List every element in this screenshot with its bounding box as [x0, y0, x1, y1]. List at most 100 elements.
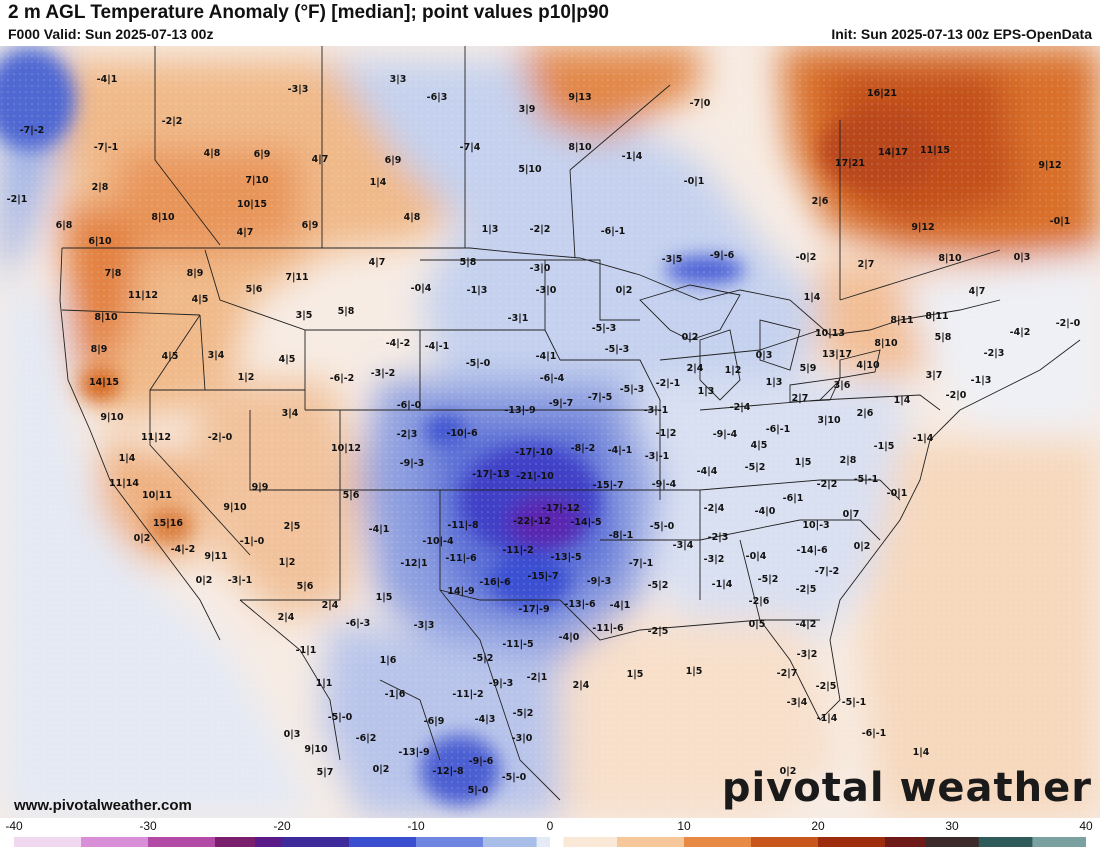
point-value-label: -17|-10 — [515, 447, 553, 458]
point-value-label: 9|12 — [911, 222, 934, 233]
point-value-label: 1|1 — [316, 678, 333, 689]
point-value-label: -9|-4 — [652, 479, 677, 490]
colorbar-swatch — [255, 837, 270, 847]
point-value-label: -4|1 — [610, 600, 631, 611]
point-value-label: -3|2 — [704, 554, 725, 565]
colorbar-tick-label: 20 — [811, 819, 825, 833]
point-value-label: -4|2 — [796, 619, 817, 630]
colorbar-tick-label: 30 — [945, 819, 959, 833]
point-value-label: -2|4 — [704, 503, 725, 514]
point-value-label: 0|7 — [843, 509, 860, 520]
point-value-label: -2|7 — [777, 668, 798, 679]
colorbar-swatch — [831, 837, 846, 847]
point-value-label: 5|9 — [800, 363, 817, 374]
point-value-label: -5|-0 — [650, 521, 675, 532]
point-value-label: -7|-1 — [94, 142, 119, 153]
point-value-label: -9|-3 — [489, 678, 514, 689]
point-value-label: -5|-1 — [854, 474, 879, 485]
colorbar-swatch — [603, 837, 618, 847]
point-value-label: -3|0 — [536, 285, 557, 296]
point-value-label: -5|2 — [758, 574, 779, 585]
point-value-label: -6|-3 — [346, 618, 371, 629]
point-value-label: 10|-3 — [802, 520, 829, 531]
point-value-label: -5|-3 — [605, 344, 630, 355]
point-value-label: 8|11 — [925, 311, 948, 322]
colorbar-swatch — [81, 837, 95, 847]
point-value-label: 4|5 — [279, 354, 296, 365]
colorbar-swatch — [911, 837, 926, 847]
point-value-label: -9|-3 — [400, 458, 425, 469]
colorbar-swatch — [657, 837, 672, 847]
point-value-label: -5|2 — [648, 580, 669, 591]
point-value-label: 0|2 — [134, 533, 151, 544]
colorbar-swatch — [322, 837, 337, 847]
point-value-label: -9|-6 — [710, 250, 735, 261]
colorbar-swatch — [121, 837, 136, 847]
point-value-label: 4|7 — [369, 257, 386, 268]
point-value-label: -11|-6 — [592, 623, 624, 634]
colorbar-swatch — [1045, 837, 1060, 847]
point-value-label: -17|-13 — [472, 469, 510, 480]
colorbar-swatch — [161, 837, 176, 847]
colorbar-swatch — [469, 837, 484, 847]
point-value-label: -4|-1 — [425, 341, 450, 352]
point-value-label: -2|3 — [397, 429, 418, 440]
point-value-label: -13|-9 — [504, 405, 535, 416]
point-value-label: 3|5 — [296, 310, 313, 321]
colorbar-tick-label: 0 — [546, 819, 554, 833]
point-value-label: -2|-1 — [656, 378, 681, 389]
colorbar-swatch — [684, 837, 698, 847]
colorbar-swatch — [1072, 837, 1086, 847]
point-value-label: -5|2 — [473, 653, 494, 664]
point-value-label: 9|10 — [223, 502, 247, 513]
colorbar-swatch — [389, 837, 404, 847]
point-value-label: -0|1 — [887, 488, 908, 499]
point-value-label: 2|8 — [92, 182, 109, 193]
point-value-label: 2|4 — [573, 680, 590, 691]
point-value-label: -11|-2 — [502, 545, 533, 556]
colorbar-swatch — [576, 837, 591, 847]
point-value-label: -4|1 — [97, 74, 118, 85]
point-value-label: 0|5 — [749, 619, 766, 630]
point-value-label: -13|-6 — [564, 599, 596, 610]
colorbar-swatch — [751, 837, 765, 847]
point-value-label: 1|6 — [380, 655, 397, 666]
point-value-label: -3|-2 — [371, 368, 396, 379]
point-value-label: 7|10 — [245, 175, 269, 186]
point-value-label: -5|-0 — [466, 358, 491, 369]
point-value-label: -21|-10 — [516, 471, 554, 482]
colorbar-swatch — [965, 837, 980, 847]
point-value-label: 9|10 — [100, 412, 124, 423]
point-value-label: -10|-4 — [422, 536, 454, 547]
point-value-label: 2|4 — [322, 600, 339, 611]
point-value-label: 5|8 — [460, 257, 477, 268]
point-value-label: -11|-6 — [445, 553, 477, 564]
point-values: -4|1 -3|3 3|3 -6|3 9|13 -7|0 16|21 -7|-2 -2|2 -7|… — [7, 74, 1081, 796]
point-value-label: -9|-6 — [469, 756, 494, 767]
point-value-label: -1|4 — [913, 433, 934, 444]
point-value-label: 8|10 — [874, 338, 898, 349]
point-value-label: -3|4 — [673, 540, 694, 551]
point-value-label: 0|2 — [682, 332, 699, 343]
point-value-label: -2|2 — [162, 116, 183, 127]
point-value-label: -4|-2 — [171, 544, 196, 555]
point-value-label: 0|2 — [616, 285, 633, 296]
point-value-label: 13|17 — [822, 349, 852, 360]
point-value-label: -9|-7 — [549, 398, 574, 409]
colorbar-swatch — [925, 837, 940, 847]
brand-logo: pivotal weather — [721, 765, 1092, 811]
point-value-label: 2|8 — [840, 455, 857, 466]
colorbar: -40 -30 -20 -10 0 10 20 30 40 — [0, 818, 1100, 850]
point-value-label: 16|21 — [867, 88, 897, 99]
point-value-label: 3|7 — [926, 370, 943, 381]
map-title: 2 m AGL Temperature Anomaly (°F) [median… — [8, 2, 609, 23]
point-value-label: -2|1 — [7, 194, 28, 205]
colorbar-swatch — [1019, 837, 1033, 847]
point-value-label: -7|-2 — [815, 566, 840, 577]
point-value-label: -6|-1 — [766, 424, 791, 435]
point-value-label: -2|5 — [816, 681, 837, 692]
point-value-label: -17|-12 — [542, 503, 580, 514]
point-value-label: -3|-1 — [228, 575, 253, 586]
point-value-label: -5|-3 — [592, 323, 617, 334]
colorbar-swatch — [188, 837, 203, 847]
